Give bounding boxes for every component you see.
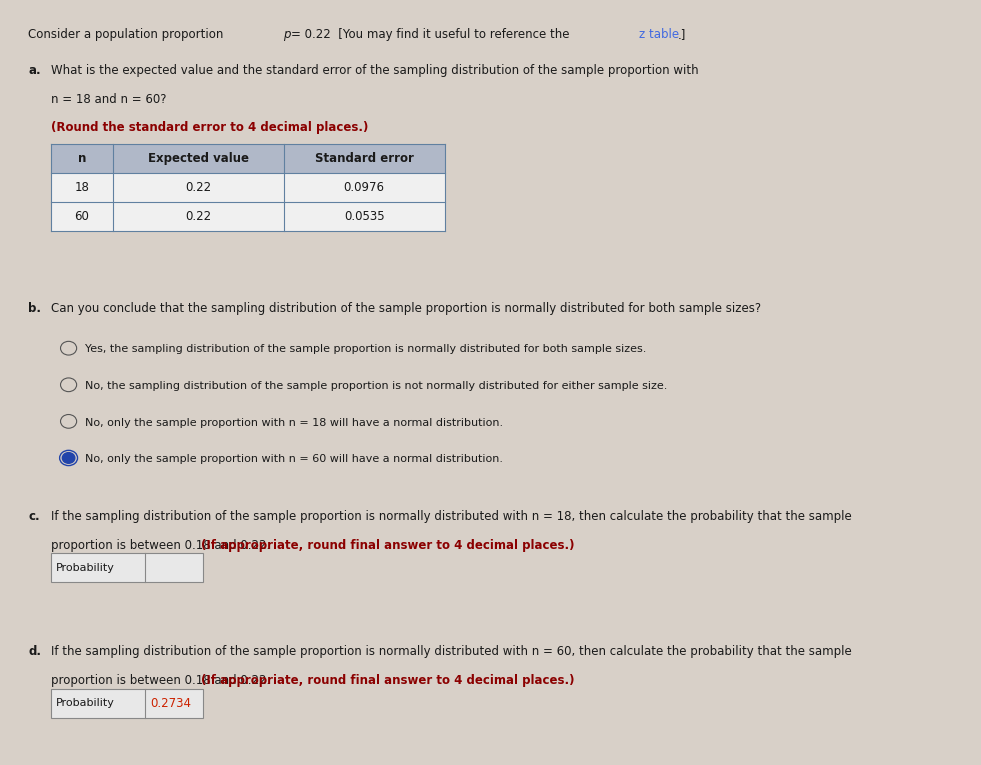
Text: n: n xyxy=(77,152,86,165)
Text: 60: 60 xyxy=(75,210,89,223)
Text: p: p xyxy=(283,28,290,41)
Text: 0.0535: 0.0535 xyxy=(344,210,385,223)
Text: Consider a population proportion: Consider a population proportion xyxy=(28,28,228,41)
Text: 0.22: 0.22 xyxy=(185,210,212,223)
Text: No, only the sample proportion with n = 18 will have a normal distribution.: No, only the sample proportion with n = … xyxy=(84,418,503,428)
Text: 0.22: 0.22 xyxy=(185,181,212,194)
Text: If the sampling distribution of the sample proportion is normally distributed wi: If the sampling distribution of the samp… xyxy=(51,646,852,659)
Text: No, the sampling distribution of the sample proportion is not normally distribut: No, the sampling distribution of the sam… xyxy=(84,381,667,391)
Text: (If appropriate, round final answer to 4 decimal places.): (If appropriate, round final answer to 4… xyxy=(201,675,575,688)
Text: 18: 18 xyxy=(75,181,89,194)
Text: proportion is between 0.18 and 0.22.: proportion is between 0.18 and 0.22. xyxy=(51,675,278,688)
FancyBboxPatch shape xyxy=(51,202,444,231)
Text: c.: c. xyxy=(28,509,40,522)
Text: 0.0976: 0.0976 xyxy=(343,181,385,194)
Text: z table: z table xyxy=(640,28,680,41)
FancyBboxPatch shape xyxy=(51,689,203,718)
Text: = 0.22  [You may find it useful to reference the: = 0.22 [You may find it useful to refere… xyxy=(290,28,573,41)
Text: d.: d. xyxy=(28,646,41,659)
Text: (Round the standard error to 4 decimal places.): (Round the standard error to 4 decimal p… xyxy=(51,121,368,134)
Text: No, only the sample proportion with n = 60 will have a normal distribution.: No, only the sample proportion with n = … xyxy=(84,454,502,464)
Text: Expected value: Expected value xyxy=(148,152,249,165)
Circle shape xyxy=(63,453,75,464)
Text: 0.2734: 0.2734 xyxy=(150,697,191,710)
Text: Yes, the sampling distribution of the sample proportion is normally distributed : Yes, the sampling distribution of the sa… xyxy=(84,344,646,354)
Text: (If appropriate, round final answer to 4 decimal places.): (If appropriate, round final answer to 4… xyxy=(201,539,575,552)
Text: Probability: Probability xyxy=(56,563,115,573)
Text: .]: .] xyxy=(678,28,686,41)
FancyBboxPatch shape xyxy=(51,553,203,582)
Text: Probability: Probability xyxy=(56,698,115,708)
Text: proportion is between 0.18 and 0.22.: proportion is between 0.18 and 0.22. xyxy=(51,539,278,552)
Text: n = 18 and n = 60?: n = 18 and n = 60? xyxy=(51,93,166,106)
Text: Can you conclude that the sampling distribution of the sample proportion is norm: Can you conclude that the sampling distr… xyxy=(51,302,761,315)
Text: What is the expected value and the standard error of the sampling distribution o: What is the expected value and the stand… xyxy=(51,64,698,77)
Text: a.: a. xyxy=(28,64,41,77)
Text: b.: b. xyxy=(28,302,41,315)
Text: Standard error: Standard error xyxy=(315,152,414,165)
FancyBboxPatch shape xyxy=(51,173,444,202)
FancyBboxPatch shape xyxy=(51,144,444,173)
Text: If the sampling distribution of the sample proportion is normally distributed wi: If the sampling distribution of the samp… xyxy=(51,509,852,522)
